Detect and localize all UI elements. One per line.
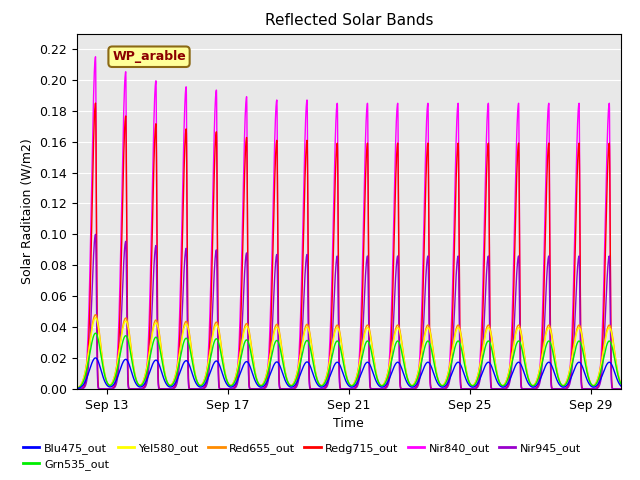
- Blu475_out: [617, 383, 625, 389]
- Text: WP_arable: WP_arable: [112, 50, 186, 63]
- Grn535_out: [412, 380, 419, 386]
- Nir945_out: [617, 386, 625, 392]
- Grn535_out: [565, 373, 573, 379]
- Y-axis label: Solar Raditaion (W/m2): Solar Raditaion (W/m2): [20, 138, 33, 284]
- Nir840_out: [412, 384, 419, 390]
- Blu475_out: [617, 383, 625, 388]
- Grn535_out: [225, 382, 233, 387]
- Red655_out: [73, 385, 81, 391]
- Red655_out: [92, 312, 99, 318]
- Line: Yel580_out: Yel580_out: [77, 318, 621, 388]
- Nir945_out: [565, 383, 573, 388]
- Grn535_out: [617, 381, 625, 386]
- Yel580_out: [402, 368, 410, 374]
- Nir840_out: [402, 386, 410, 392]
- Red655_out: [617, 381, 625, 386]
- Nir945_out: [225, 386, 233, 392]
- Blu475_out: [565, 379, 573, 384]
- Blu475_out: [402, 377, 410, 383]
- Nir840_out: [617, 386, 625, 392]
- Yel580_out: [73, 385, 81, 391]
- Line: Redg715_out: Redg715_out: [77, 103, 621, 389]
- Yel580_out: [565, 370, 573, 375]
- Line: Grn535_out: Grn535_out: [77, 333, 621, 388]
- Grn535_out: [73, 385, 81, 391]
- Nir840_out: [73, 386, 81, 392]
- Blu475_out: [189, 374, 197, 380]
- Red655_out: [565, 369, 573, 375]
- Redg715_out: [617, 386, 625, 392]
- Nir945_out: [617, 386, 625, 392]
- Redg715_out: [225, 386, 233, 392]
- Blu475_out: [92, 355, 99, 361]
- Nir945_out: [189, 386, 197, 392]
- Yel580_out: [189, 362, 197, 368]
- Blu475_out: [73, 385, 81, 391]
- Line: Blu475_out: Blu475_out: [77, 358, 621, 388]
- Nir840_out: [617, 386, 625, 392]
- Nir945_out: [92, 231, 99, 237]
- Red655_out: [225, 382, 233, 387]
- Grn535_out: [617, 380, 625, 386]
- Nir945_out: [73, 386, 81, 392]
- Grn535_out: [402, 370, 410, 376]
- Redg715_out: [412, 385, 419, 391]
- Red655_out: [617, 380, 625, 386]
- Grn535_out: [189, 365, 197, 371]
- Yel580_out: [225, 382, 233, 387]
- Nir945_out: [412, 385, 419, 391]
- Line: Nir840_out: Nir840_out: [77, 57, 621, 389]
- Redg715_out: [92, 100, 99, 106]
- Nir840_out: [189, 386, 197, 392]
- Yel580_out: [617, 381, 625, 387]
- Red655_out: [189, 361, 197, 367]
- Line: Nir945_out: Nir945_out: [77, 234, 621, 389]
- Redg715_out: [565, 380, 573, 385]
- Red655_out: [402, 368, 410, 373]
- Nir840_out: [565, 373, 573, 379]
- Redg715_out: [402, 386, 410, 392]
- Redg715_out: [73, 386, 81, 392]
- Blu475_out: [412, 383, 419, 388]
- Nir840_out: [225, 386, 233, 392]
- Nir840_out: [92, 54, 99, 60]
- Legend: Blu475_out, Grn535_out, Yel580_out, Red655_out, Redg715_out, Nir840_out, Nir945_: Blu475_out, Grn535_out, Yel580_out, Red6…: [19, 438, 586, 474]
- Grn535_out: [92, 330, 99, 336]
- Nir945_out: [402, 386, 410, 392]
- Yel580_out: [617, 380, 625, 386]
- Line: Red655_out: Red655_out: [77, 315, 621, 388]
- X-axis label: Time: Time: [333, 417, 364, 430]
- Title: Reflected Solar Bands: Reflected Solar Bands: [264, 13, 433, 28]
- Blu475_out: [225, 384, 233, 389]
- Yel580_out: [412, 379, 419, 384]
- Red655_out: [412, 379, 419, 384]
- Redg715_out: [189, 386, 197, 392]
- Redg715_out: [617, 386, 625, 392]
- Yel580_out: [92, 315, 99, 321]
